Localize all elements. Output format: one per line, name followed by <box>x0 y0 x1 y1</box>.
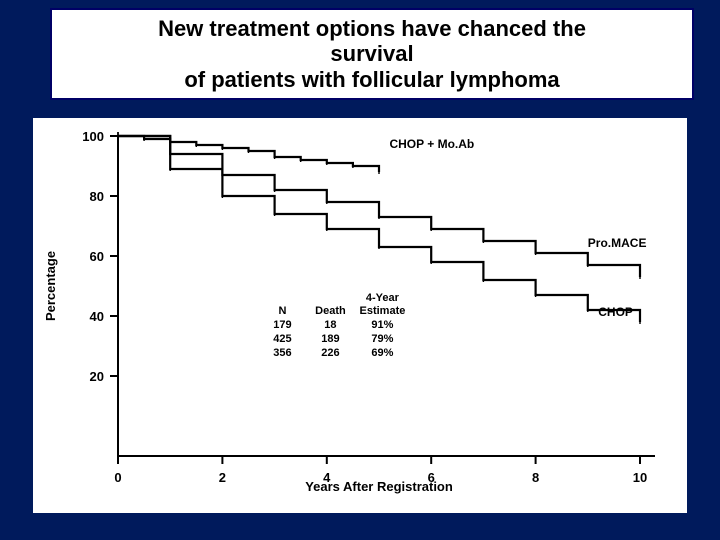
table-header: N <box>278 305 286 317</box>
chart-container: 204060801000246810Years After Registrati… <box>33 118 687 513</box>
series-label-chop: CHOP <box>598 305 633 319</box>
title-line-3: of patients with follicular lymphoma <box>62 67 682 92</box>
table-cell: 91% <box>371 319 393 331</box>
table-cell: 226 <box>321 347 339 359</box>
table-cell: 79% <box>371 333 393 345</box>
ytick-label: 80 <box>90 189 104 204</box>
xtick-label: 8 <box>532 470 539 485</box>
ytick-label: 60 <box>90 249 104 264</box>
slide: New treatment options have chanced the s… <box>0 0 720 540</box>
table-cell: 425 <box>273 333 291 345</box>
title-box: New treatment options have chanced the s… <box>50 8 694 100</box>
table-cell: 179 <box>273 319 291 331</box>
table-cell: 189 <box>321 333 339 345</box>
ytick-label: 20 <box>90 369 104 384</box>
ytick-label: 40 <box>90 309 104 324</box>
y-axis-label: Percentage <box>43 251 58 321</box>
series-curve-chop-mo-ab <box>118 136 379 172</box>
table-cell: 356 <box>273 347 291 359</box>
table-cell: 18 <box>324 319 336 331</box>
table-cell: 69% <box>371 347 393 359</box>
xtick-label: 10 <box>633 470 647 485</box>
title-line-1: New treatment options have chanced the <box>62 16 682 41</box>
xtick-label: 0 <box>114 470 121 485</box>
survival-chart: 204060801000246810Years After Registrati… <box>33 118 687 513</box>
xtick-label: 2 <box>219 470 226 485</box>
table-header: Death <box>315 305 346 317</box>
ytick-label: 100 <box>82 129 104 144</box>
series-label-pro-mace: Pro.MACE <box>588 236 647 250</box>
table-header: Estimate <box>360 305 406 317</box>
table-header: 4-Year <box>366 292 400 304</box>
title-line-2: survival <box>62 41 682 66</box>
series-curve-pro-mace <box>118 136 640 277</box>
series-label-chop-mo-ab: CHOP + Mo.Ab <box>389 137 474 151</box>
x-axis-label: Years After Registration <box>305 479 453 494</box>
